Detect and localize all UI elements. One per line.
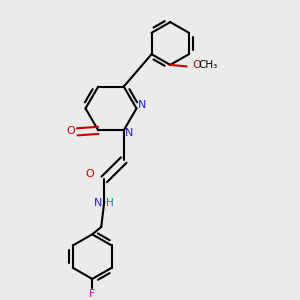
Text: N: N (94, 198, 102, 208)
Text: O: O (85, 169, 94, 179)
Text: O: O (66, 126, 75, 136)
Text: O: O (192, 60, 201, 70)
Text: CH₃: CH₃ (198, 60, 218, 70)
Text: H: H (106, 198, 113, 208)
Text: N: N (125, 128, 133, 138)
Text: F: F (89, 290, 95, 299)
Text: N: N (138, 100, 146, 110)
